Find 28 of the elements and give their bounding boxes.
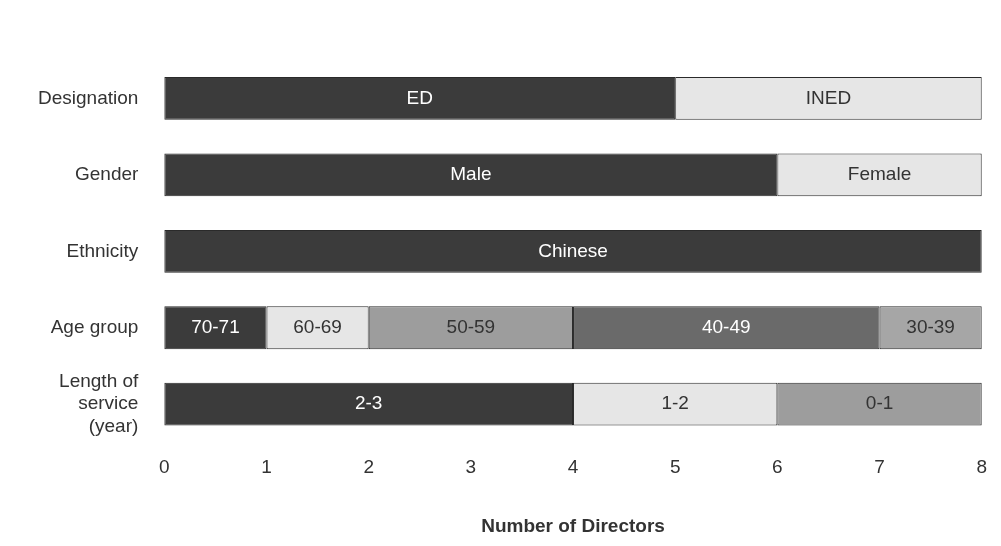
data-label: 0-1 [865,392,894,414]
x-tick-label: 7 [874,456,885,478]
y-tick-label: Ethnicity [66,239,139,261]
y-tick-label: Age group [50,315,139,337]
data-label: 1-2 [661,392,689,414]
data-label: 60-69 [293,315,342,337]
data-label: 50-59 [446,315,496,337]
x-axis-title: Number of Directors [481,514,665,536]
x-tick-label: 1 [261,456,272,478]
data-label: Chinese [538,239,608,261]
data-label: Female [847,163,912,185]
y-tick-label: Gender [74,163,140,185]
x-tick-label: 0 [159,456,170,478]
x-tick-label: 5 [669,456,681,478]
data-label: Male [450,163,492,185]
y-tick-label: Length of service (year) [59,369,140,437]
data-label: 2-3 [354,392,383,414]
x-tick-label: 2 [363,456,374,478]
x-tick-label: 4 [567,456,579,478]
y-tick-label: Designation [38,86,139,108]
x-tick-label: 3 [465,456,477,478]
x-tick-label: 8 [976,456,988,478]
data-label: 70-71 [191,315,240,337]
data-label: 40-49 [701,315,751,337]
data-label: ED [406,86,433,108]
data-label: 30-39 [906,315,955,337]
data-label: INED [805,86,852,108]
x-tick-label: 6 [772,456,783,478]
